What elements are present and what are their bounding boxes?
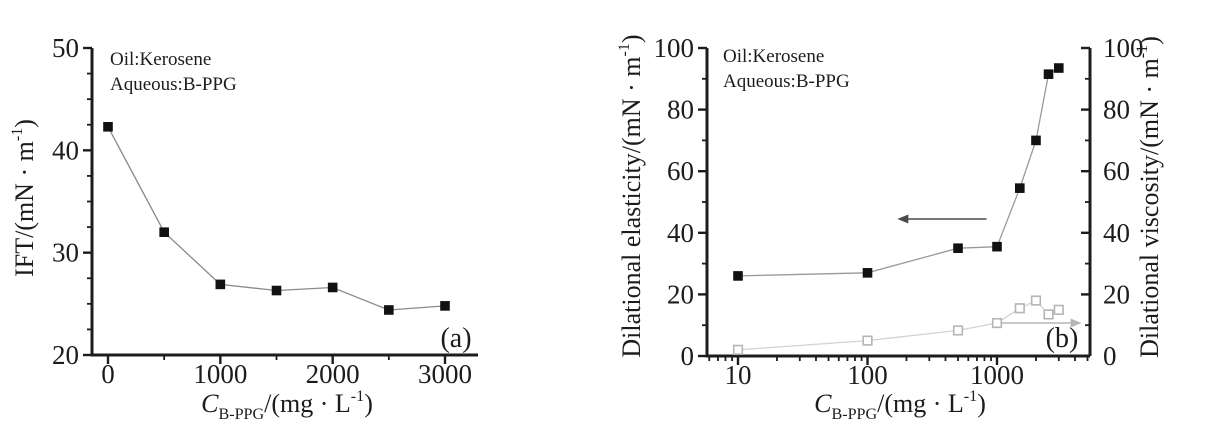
y-tick-label: 80 bbox=[667, 95, 694, 125]
right-y-tick-label: 20 bbox=[1103, 279, 1130, 309]
y-axis-label: IFT/(mN · m-1) bbox=[9, 119, 39, 277]
series-line bbox=[107, 126, 446, 311]
oil-aqueous-annotation-line: Aqueous:B-PPG bbox=[110, 74, 237, 95]
y-tick-label: 60 bbox=[667, 156, 694, 186]
data-point-marker bbox=[991, 317, 1003, 329]
arrow-head bbox=[1070, 318, 1082, 328]
data-point-marker bbox=[440, 301, 450, 311]
data-point-marker bbox=[1053, 63, 1064, 73]
series-dilational-elasticity bbox=[733, 63, 1064, 281]
data-point-marker bbox=[103, 121, 113, 132]
series-line bbox=[737, 299, 1060, 351]
y-tick-label: 20 bbox=[667, 279, 694, 309]
data-point-marker bbox=[1031, 135, 1041, 146]
x-tick-label: 10 bbox=[725, 360, 752, 390]
data-point-marker bbox=[1053, 304, 1064, 315]
oil-aqueous-annotation-line: Oil:Kerosene bbox=[723, 46, 824, 67]
y-tick-label: 0 bbox=[681, 341, 695, 371]
data-point-marker bbox=[953, 243, 963, 253]
data-point-marker bbox=[992, 241, 1002, 252]
series-dilational-viscosity bbox=[732, 295, 1064, 355]
x-tick-label: 100 bbox=[847, 360, 888, 390]
right-y-tick-label: 80 bbox=[1103, 95, 1130, 125]
y-tick-label: 40 bbox=[52, 135, 79, 165]
data-point-marker bbox=[215, 279, 226, 290]
data-point-marker bbox=[862, 335, 873, 346]
right-y-tick-label: 0 bbox=[1103, 341, 1117, 371]
arrow-head bbox=[897, 214, 909, 224]
x-tick-label: 1000 bbox=[970, 360, 1024, 390]
oil-aqueous-annotation-line: Oil:Kerosene bbox=[110, 49, 211, 70]
x-tick-label: 2000 bbox=[306, 359, 360, 389]
panel-a-chart: 0 1000 2000 3000 20 30 40 50 Oil:Kerosene Aqueous… bbox=[9, 33, 478, 423]
data-point-marker bbox=[733, 271, 743, 281]
oil-aqueous-annotation-line: Aqueous:B-PPG bbox=[723, 71, 850, 92]
right-y-axis-label: Dilational viscosity/(mN · m-1) bbox=[1134, 36, 1164, 358]
data-point-marker bbox=[1030, 295, 1042, 306]
points-to-right-axis bbox=[1001, 318, 1082, 328]
x-axis-label: CB-PPG/(mg · L-1) bbox=[814, 388, 986, 423]
x-tick-label: 3000 bbox=[418, 359, 472, 389]
data-point-marker bbox=[1015, 183, 1025, 193]
data-point-marker bbox=[732, 344, 744, 355]
y-tick-label: 50 bbox=[52, 33, 79, 63]
x-tick-label: 0 bbox=[101, 359, 115, 389]
panel-b-chart: 10 100 1000020406080100020406080100Oil:Ker… bbox=[616, 33, 1164, 423]
data-point-marker bbox=[952, 325, 964, 336]
right-y-tick-label: 100 bbox=[1103, 33, 1144, 63]
data-point-marker bbox=[1043, 309, 1054, 320]
y-axis-label: Dilational elasticity/(mN · m-1) bbox=[616, 34, 646, 357]
data-point-marker bbox=[271, 285, 282, 296]
data-point-marker bbox=[862, 268, 873, 278]
data-point-marker bbox=[1014, 303, 1025, 314]
x-axis-label: CB-PPG/(mg · L-1) bbox=[201, 388, 373, 423]
series-ift bbox=[103, 121, 450, 315]
data-point-marker bbox=[327, 282, 338, 293]
x-tick-label: 1000 bbox=[193, 359, 247, 389]
data-point-marker bbox=[384, 305, 394, 315]
y-tick-label: 100 bbox=[654, 33, 695, 63]
y-tick-label: 30 bbox=[52, 238, 79, 268]
right-y-tick-label: 60 bbox=[1103, 156, 1130, 186]
y-tick-label: 20 bbox=[52, 340, 79, 370]
points-to-left-axis bbox=[897, 214, 987, 224]
panel-label: (a) bbox=[440, 323, 471, 354]
y-tick-label: 40 bbox=[667, 218, 694, 248]
data-point-marker bbox=[159, 227, 169, 237]
data-point-marker bbox=[1043, 69, 1054, 79]
panel-label: (b) bbox=[1046, 323, 1079, 354]
series-line bbox=[737, 67, 1060, 277]
right-y-tick-label: 40 bbox=[1103, 218, 1130, 248]
